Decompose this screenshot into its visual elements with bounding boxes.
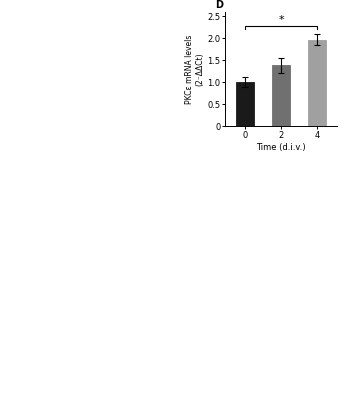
Bar (272, 66, 290, 126)
Text: *: * (278, 15, 284, 25)
Bar (308, 40, 326, 126)
Y-axis label: PKCε mRNA levels
(2⁻ΔΔCt): PKCε mRNA levels (2⁻ΔΔCt) (185, 34, 205, 104)
Text: D: D (215, 0, 223, 10)
Bar (236, 82, 254, 126)
X-axis label: Time (d.i.v.): Time (d.i.v.) (256, 143, 306, 152)
